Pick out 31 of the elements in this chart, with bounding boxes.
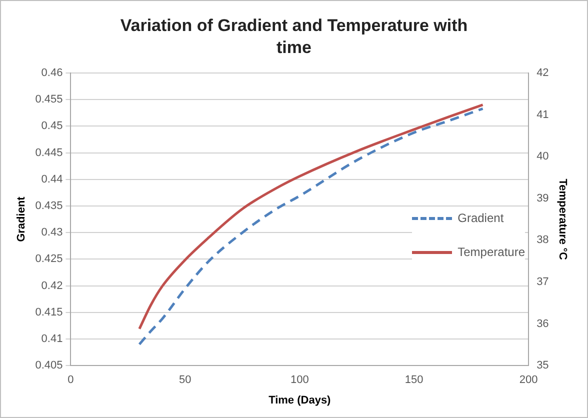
y2-tick-label: 42 (536, 67, 549, 80)
y-tick-label: 0.445 (35, 146, 63, 159)
y2-tick-label: 36 (536, 318, 549, 330)
legend-label: Gradient (458, 211, 504, 225)
x-tick-label: 200 (519, 374, 538, 386)
y2-tick-label: 37 (536, 276, 549, 288)
y-axis-title: Gradient (16, 196, 28, 242)
x-tick-label: 50 (179, 374, 192, 386)
x-axis-title: Time (Days) (268, 394, 332, 406)
x-tick-label: 150 (404, 374, 424, 386)
y2-tick-label: 38 (536, 234, 549, 246)
y-tick-label: 0.43 (41, 226, 63, 239)
y-tick-label: 0.455 (35, 94, 63, 106)
x-tick-label: 0 (68, 374, 74, 386)
chart-title: Variation of Gradient and Temperature with time (119, 15, 469, 59)
y-tick-label: 0.405 (35, 360, 63, 372)
y-tick-label: 0.435 (35, 200, 63, 212)
y-tick-label: 0.42 (41, 280, 63, 292)
y2-axis-title: Temperature °C (556, 178, 568, 260)
y2-tick-label: 39 (536, 192, 549, 204)
y2-tick-label: 40 (536, 150, 549, 163)
x-tick-label: 100 (290, 374, 309, 386)
y-tick-label: 0.425 (35, 253, 63, 266)
legend-label: Temperature (458, 245, 525, 259)
y-tick-label: 0.44 (41, 173, 63, 186)
y-tick-label: 0.41 (41, 333, 63, 346)
y2-tick-label: 35 (536, 360, 549, 372)
y-tick-label: 0.415 (35, 306, 63, 318)
y-tick-label: 0.46 (41, 67, 63, 80)
y-tick-label: 0.45 (41, 120, 63, 132)
y2-tick-label: 41 (536, 108, 549, 121)
